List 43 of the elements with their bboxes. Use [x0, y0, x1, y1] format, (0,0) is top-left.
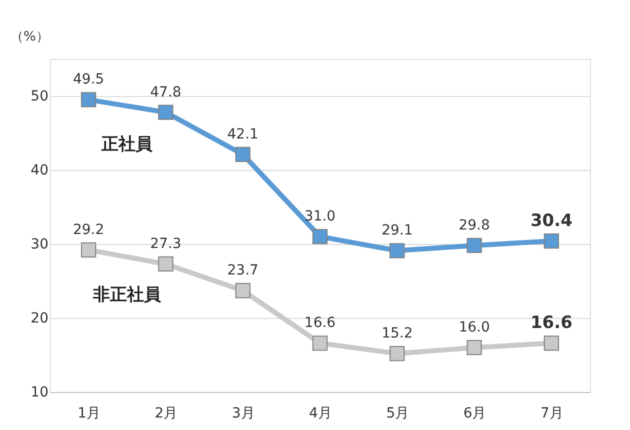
data-label: 47.8 [150, 84, 182, 100]
data-label: 16.6 [530, 313, 572, 334]
y-tick-label: 10 [30, 384, 48, 400]
point [81, 242, 96, 258]
x-tick-label: 2月 [154, 406, 178, 422]
point [312, 229, 328, 244]
point [466, 340, 482, 356]
point [466, 238, 482, 254]
point [390, 243, 405, 258]
data-label: 16.0 [458, 320, 490, 336]
data-label: 30.4 [530, 211, 573, 232]
point [312, 336, 328, 351]
x-tick-label: 3月 [232, 406, 255, 422]
x-tick-label: 7月 [540, 406, 564, 422]
point [235, 146, 250, 162]
point [544, 233, 559, 249]
point [81, 92, 96, 108]
data-label: 49.5 [72, 72, 104, 88]
x-tick-label: 1月 [78, 406, 101, 422]
y-tick-label: 30 [30, 236, 48, 252]
point [544, 336, 559, 351]
data-label: 15.2 [382, 326, 413, 342]
y-tick-label: 40 [30, 162, 48, 178]
data-label: 42.1 [227, 126, 258, 142]
y-axis-title: （%） [10, 30, 49, 44]
series-label: 正社員 [100, 134, 154, 155]
y-tick-label: 50 [30, 88, 48, 104]
data-label: 27.3 [150, 236, 182, 252]
point [158, 256, 174, 272]
data-label: 29.1 [382, 222, 413, 239]
y-tick-label: 20 [30, 310, 48, 326]
x-tick-label: 4月 [309, 406, 332, 422]
data-label: 29.8 [458, 217, 490, 234]
series-label: 非正社員 [92, 284, 162, 305]
data-label: 23.7 [227, 262, 258, 279]
data-label: 29.2 [72, 222, 104, 238]
x-tick-label: 5月 [386, 406, 410, 422]
point [390, 346, 405, 362]
data-label: 31.0 [304, 208, 336, 225]
point [235, 283, 250, 298]
x-tick-label: 6月 [463, 406, 486, 422]
point [158, 104, 174, 120]
data-label: 16.6 [304, 315, 336, 332]
